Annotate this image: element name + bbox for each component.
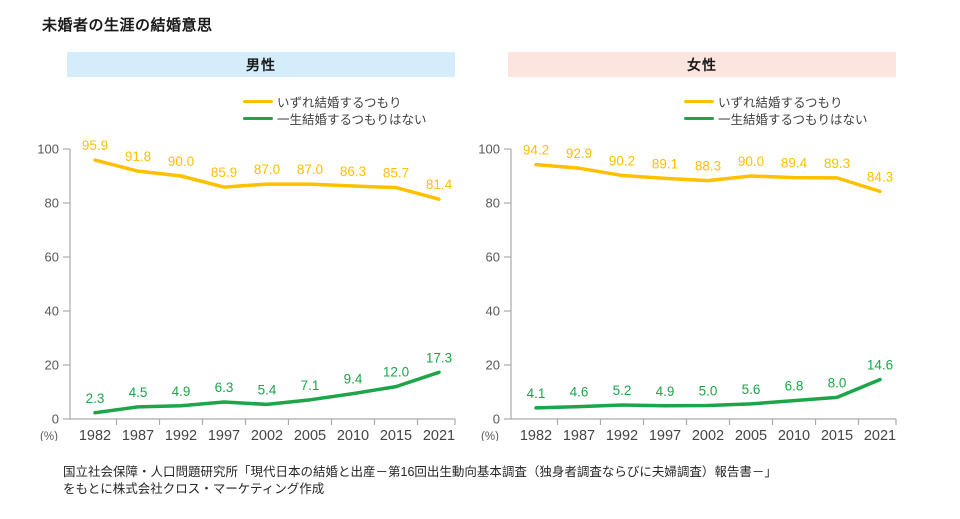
panel-header-female: 女性 xyxy=(508,52,896,77)
data-label: 89.3 xyxy=(824,156,850,171)
x-tick-label: 2010 xyxy=(778,428,810,441)
data-label: 4.9 xyxy=(172,384,191,399)
y-tick-label: 0 xyxy=(493,412,500,427)
data-label: 14.6 xyxy=(867,358,893,373)
series-line-0 xyxy=(93,158,441,201)
legend-female: いずれ結婚するつもり 一生結婚するつもりはない xyxy=(684,93,898,129)
data-label: 85.9 xyxy=(211,165,237,180)
x-tick-label: 2005 xyxy=(294,428,326,441)
data-label: 6.8 xyxy=(785,379,804,394)
y-tick-label: 0 xyxy=(52,412,59,427)
legend-item-intend-to-marry: いずれ結婚するつもり xyxy=(684,93,898,110)
x-tick-label: 2015 xyxy=(380,428,412,441)
legend-label: いずれ結婚するつもり xyxy=(718,96,843,110)
data-label: 89.1 xyxy=(652,156,678,171)
data-label: 4.1 xyxy=(527,386,546,401)
legend-item-never-marry: 一生結婚するつもりはない xyxy=(684,110,898,127)
series-line-1 xyxy=(534,377,882,410)
y-tick-label: 40 xyxy=(45,304,59,319)
x-tick-label: 2021 xyxy=(864,428,896,441)
x-tick-label: 2005 xyxy=(735,428,767,441)
x-tick-label: 2010 xyxy=(337,428,369,441)
data-label: 90.2 xyxy=(609,153,635,168)
page-title: 未婚者の生涯の結婚意思 xyxy=(42,17,213,34)
data-label: 90.0 xyxy=(168,154,194,169)
panel-header-male: 男性 xyxy=(67,52,455,77)
source-line-2: をもとに株式会社クロス・マーケティング作成 xyxy=(63,482,325,496)
legend-item-never-marry: 一生結婚するつもりはない xyxy=(243,110,457,127)
x-tick-label: 1987 xyxy=(122,428,154,441)
source-note: 国立社会保障・人口問題研究所「現代日本の結婚と出産－第16回出生動向基本調査（独… xyxy=(63,464,933,498)
data-label: 5.2 xyxy=(613,383,632,398)
data-label: 5.6 xyxy=(742,382,761,397)
data-label: 84.3 xyxy=(867,169,893,184)
data-label: 5.4 xyxy=(258,382,277,397)
data-label: 86.3 xyxy=(340,164,366,179)
y-tick-label: 80 xyxy=(45,196,59,211)
data-label: 87.0 xyxy=(297,162,323,177)
x-tick-label: 2021 xyxy=(423,428,455,441)
x-tick-label: 1997 xyxy=(208,428,240,441)
x-tick-label: 2002 xyxy=(692,428,724,441)
data-label: 12.0 xyxy=(383,365,409,380)
x-tick-label: 1992 xyxy=(606,428,638,441)
yellow-line-swatch-icon xyxy=(684,99,714,104)
legend-male: いずれ結婚するつもり 一生結婚するつもりはない xyxy=(243,93,457,129)
data-label: 4.6 xyxy=(570,385,589,400)
data-label: 17.3 xyxy=(426,350,452,365)
chart-panel-female: 女性 いずれ結婚するつもり 一生結婚するつもりはない 0 20 40 60 80 100 1… xyxy=(478,45,898,441)
green-line-swatch-icon xyxy=(243,116,273,121)
x-tick-label: 2015 xyxy=(821,428,853,441)
y-tick-label: 20 xyxy=(45,358,59,373)
female-chart-plot: 0 20 40 60 80 100 1982 1987 1992 1997 2002 2005 2010… xyxy=(478,142,897,441)
x-tick-label: 1997 xyxy=(649,428,681,441)
series-line-1 xyxy=(93,370,441,415)
x-tick-label: 2002 xyxy=(251,428,283,441)
data-label: 8.0 xyxy=(828,375,847,390)
data-label: 4.5 xyxy=(129,385,148,400)
x-tick-label: 1982 xyxy=(520,428,552,441)
legend-label: 一生結婚するつもりはない xyxy=(277,113,427,127)
data-label: 4.9 xyxy=(656,384,675,399)
y-tick-label: 100 xyxy=(478,142,500,157)
data-label: 87.0 xyxy=(254,162,280,177)
data-label: 95.9 xyxy=(82,139,108,153)
green-line-swatch-icon xyxy=(684,116,714,121)
legend-item-intend-to-marry: いずれ結婚するつもり xyxy=(243,93,457,110)
data-label: 88.3 xyxy=(695,159,721,174)
data-label: 92.9 xyxy=(566,146,592,161)
y-tick-label: 80 xyxy=(486,196,500,211)
data-label: 2.3 xyxy=(86,391,105,406)
data-label: 6.3 xyxy=(215,380,234,395)
data-label: 9.4 xyxy=(344,372,363,387)
y-tick-label: 60 xyxy=(486,250,500,265)
unit-label: (%) xyxy=(40,431,58,441)
source-line-1: 国立社会保障・人口問題研究所「現代日本の結婚と出産－第16回出生動向基本調査（独… xyxy=(63,465,777,479)
data-label: 94.2 xyxy=(523,143,549,158)
male-chart-plot: 0 20 40 60 80 100 1982 1987 1992 1997 2002 2005 2010… xyxy=(37,139,456,441)
data-label: 5.0 xyxy=(699,384,718,399)
legend-label: 一生結婚するつもりはない xyxy=(718,113,868,127)
series-line-0 xyxy=(534,162,882,194)
chart-panel-male: 男性 いずれ結婚するつもり 一生結婚するつもりはない 0 20 40 60 80 100 1… xyxy=(37,45,457,441)
data-label: 89.4 xyxy=(781,156,808,171)
data-label: 81.4 xyxy=(426,177,453,192)
y-tick-label: 60 xyxy=(45,250,59,265)
legend-label: いずれ結婚するつもり xyxy=(277,96,402,110)
yellow-line-swatch-icon xyxy=(243,99,273,104)
x-tick-label: 1992 xyxy=(165,428,197,441)
data-label: 91.8 xyxy=(125,149,151,164)
x-tick-label: 1982 xyxy=(79,428,111,441)
x-tick-label: 1987 xyxy=(563,428,595,441)
data-label: 90.0 xyxy=(738,154,764,169)
y-tick-label: 40 xyxy=(486,304,500,319)
unit-label: (%) xyxy=(481,431,499,441)
data-label: 85.7 xyxy=(383,166,409,181)
y-tick-label: 100 xyxy=(37,142,59,157)
data-label: 7.1 xyxy=(301,378,320,393)
y-tick-label: 20 xyxy=(486,358,500,373)
